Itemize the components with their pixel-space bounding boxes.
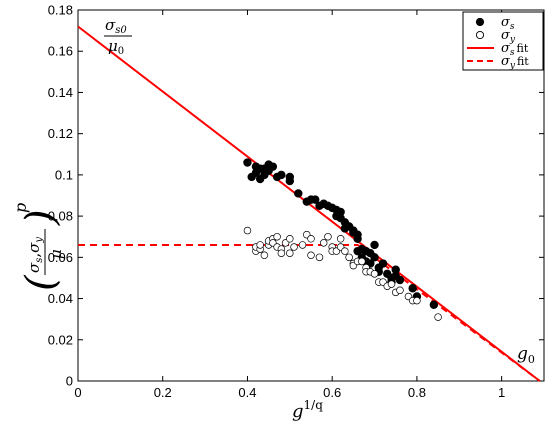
- sigma-s-point: [311, 195, 320, 204]
- sigma-s-point: [395, 275, 405, 285]
- g0-annotation: g0: [517, 344, 535, 366]
- sigma-y-point: [273, 232, 281, 241]
- sigma-y-point: [315, 253, 324, 262]
- sigma-s-point: [285, 176, 295, 186]
- svg-text:(: (: [18, 274, 64, 291]
- sigma-s-point: [353, 234, 362, 243]
- sigma-y-point: [396, 286, 404, 295]
- svg-text:): ): [18, 209, 64, 226]
- sigma-y-point: [256, 241, 264, 249]
- x-axis-label: g1/q: [292, 398, 323, 422]
- svg-text:μ0: μ0: [108, 37, 124, 57]
- sigma-y-point: [319, 239, 328, 247]
- sigma-y-point: [341, 247, 349, 255]
- sigma-s-point: [243, 158, 252, 167]
- y-axis-label: ( σs,σy μ ) p: [11, 203, 65, 291]
- sigma-y-point: [370, 270, 379, 278]
- sigma-y-point: [345, 253, 353, 262]
- sigma-y-point: [286, 249, 294, 257]
- sigma-s-point: [408, 284, 417, 293]
- sigma-s-point: [277, 170, 286, 180]
- sigma-y-point: [277, 249, 286, 257]
- sigma-y-point: [307, 251, 315, 260]
- x-tick-label: 0.8: [408, 385, 426, 400]
- y-tick-label: 0.14: [48, 85, 73, 100]
- y-tick-label: 0.1: [55, 167, 73, 182]
- sigma-s-point: [370, 253, 379, 262]
- legend-marker-sigma-y: [475, 30, 485, 40]
- sigma-y-point: [290, 243, 298, 251]
- y-tick-label: 0.08: [48, 209, 73, 224]
- y-tick-label: 0: [66, 374, 73, 389]
- x-tick-label: 0: [74, 385, 81, 400]
- sigma-y-point: [434, 313, 442, 321]
- sigma-y-point: [286, 235, 294, 243]
- sigma-y-point: [336, 235, 345, 243]
- sigma-s-point: [268, 162, 278, 171]
- x-tick-label: 0.6: [323, 385, 341, 400]
- svg-text:σs,σy: σs,σy: [25, 237, 45, 273]
- svg-text:μ: μ: [47, 249, 65, 259]
- sigma-s-point: [370, 240, 379, 250]
- sigma-s-point: [378, 259, 388, 268]
- series-layer: [77, 25, 541, 382]
- y-tick-label: 0.12: [48, 126, 73, 141]
- x-tick-label: 0.2: [154, 385, 172, 400]
- sigma-y-point: [260, 251, 269, 260]
- legend-label-sigma-y-fit: σy fit: [501, 54, 529, 71]
- svg-text:p: p: [11, 203, 30, 213]
- sigma-y-point: [324, 232, 332, 241]
- sigma-y-point: [243, 226, 252, 235]
- sigma-y-fit-line: [78, 243, 541, 382]
- y-tick-label: 0.04: [48, 291, 73, 306]
- sigma-y-point: [413, 296, 421, 305]
- sigma-y-point: [298, 241, 307, 249]
- y-tick-label: 0.06: [48, 250, 73, 265]
- y-tick-label: 0.02: [48, 332, 73, 347]
- x-tick-label: 0.4: [238, 385, 256, 400]
- y-tick-label: 0.18: [48, 3, 73, 18]
- legend-label-sigma-s: σs: [501, 15, 515, 32]
- legend-marker-sigma-s: [475, 17, 485, 27]
- legend: σs σy σs fit σy fit: [462, 11, 544, 71]
- sigma-y-point: [358, 257, 366, 266]
- legend-label-sigma-y: σy: [501, 28, 516, 45]
- svg-text:σs0: σs0: [105, 16, 127, 36]
- y-tick-label: 0.16: [48, 44, 73, 59]
- sigma-s-point: [294, 189, 303, 198]
- legend-label-sigma-s-fit: σs fit: [501, 41, 529, 58]
- sigma-s-point: [429, 300, 439, 309]
- sigma-y-point: [387, 280, 396, 288]
- x-tick-label: 1: [498, 385, 505, 400]
- sigma-y-point: [307, 235, 315, 243]
- intercept-annotation: σs0 μ0: [104, 16, 132, 57]
